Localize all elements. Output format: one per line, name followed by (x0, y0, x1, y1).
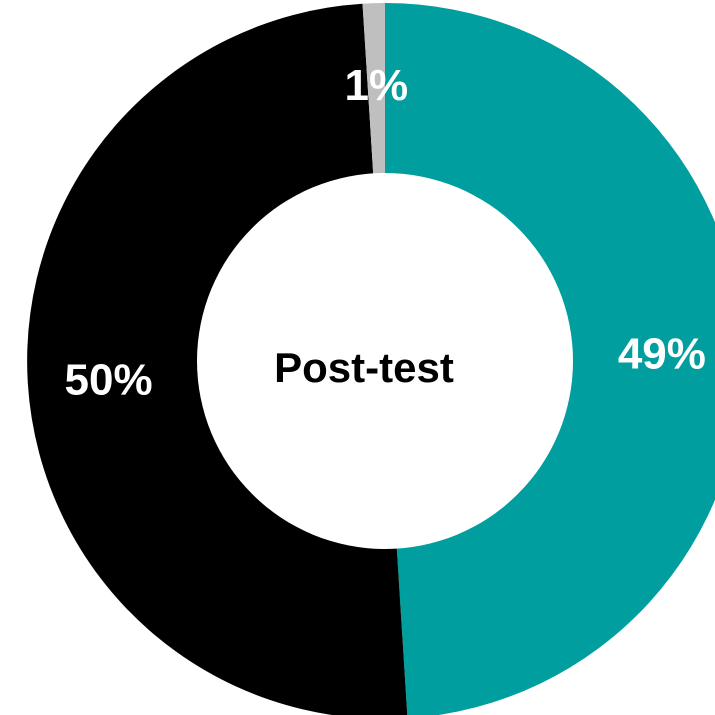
center-label: Post-test (274, 344, 454, 391)
slice-label-black: 50% (65, 355, 153, 404)
donut-hole (197, 173, 573, 549)
slice-label-gray: 1% (345, 61, 409, 110)
slice-labels: 49% 50% 1% (65, 61, 706, 404)
slice-label-teal: 49% (618, 329, 706, 378)
